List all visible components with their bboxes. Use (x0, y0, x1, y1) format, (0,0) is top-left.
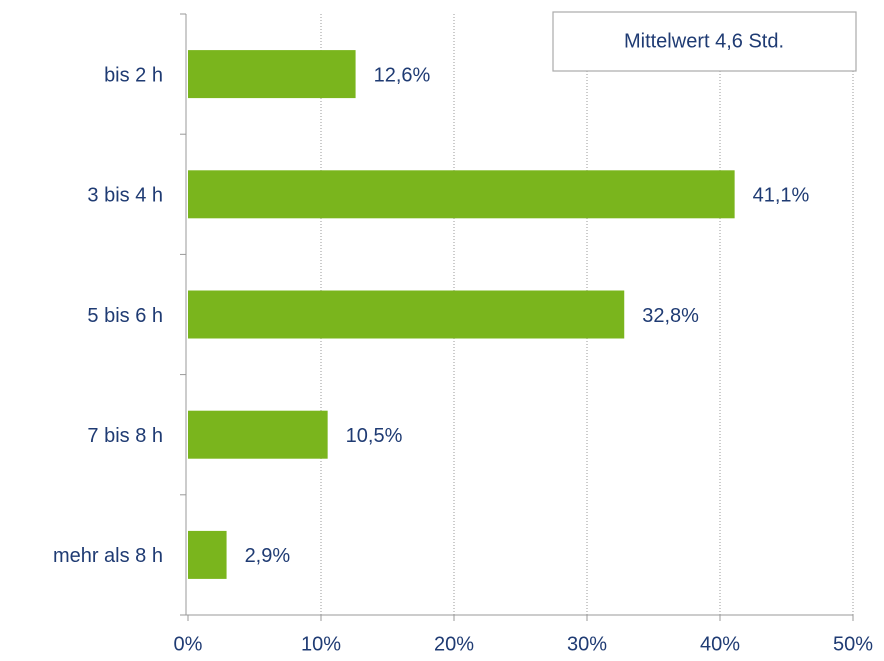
value-label: 10,5% (346, 425, 403, 447)
y-tick-label: 7 bis 8 h (87, 425, 163, 447)
y-tick-label: 3 bis 4 h (87, 185, 163, 207)
value-label: 41,1% (753, 185, 810, 207)
x-tick-label: 10% (301, 633, 341, 655)
x-tick-label: 50% (833, 633, 873, 655)
value-label: 2,9% (245, 545, 291, 567)
x-tick-label: 30% (567, 633, 607, 655)
y-tick-label: bis 2 h (104, 64, 163, 86)
bar (188, 530, 227, 579)
x-tick-label: 40% (700, 633, 740, 655)
bar (188, 50, 356, 99)
x-tick-label: 0% (174, 633, 203, 655)
y-tick-label: mehr als 8 h (53, 545, 163, 567)
y-tick-label: 5 bis 6 h (87, 305, 163, 327)
bar (188, 410, 328, 459)
value-label: 12,6% (374, 64, 431, 86)
value-label: 32,8% (642, 305, 699, 327)
bar (188, 290, 625, 339)
annotation: Mittelwert 4,6 Std. (624, 30, 784, 52)
bar (188, 170, 735, 219)
annotation-box (552, 11, 857, 72)
x-tick-label: 20% (434, 633, 474, 655)
